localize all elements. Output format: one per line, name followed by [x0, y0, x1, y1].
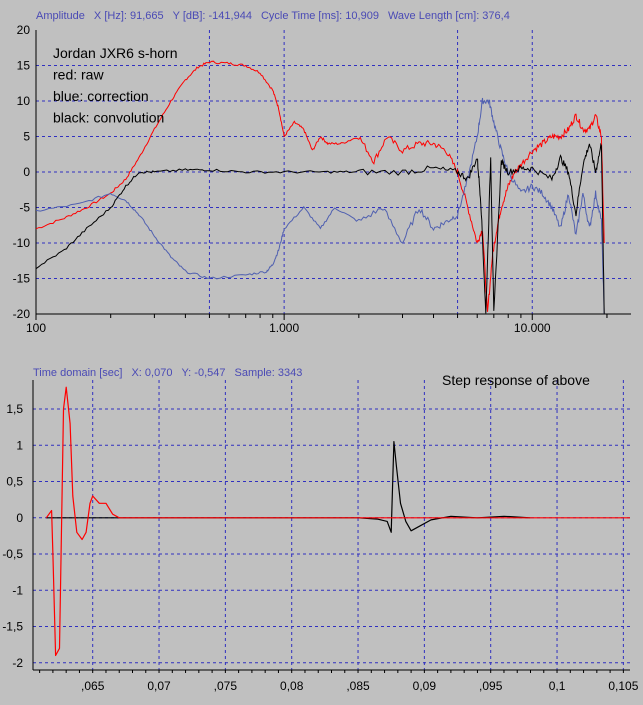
x-tick-label: ,065 — [81, 679, 105, 693]
readout-item: Amplitude — [36, 10, 85, 22]
y-tick-label: 0 — [23, 165, 30, 179]
x-tick-label: 1.000 — [269, 321, 299, 335]
amplitude-readout: Amplitude X [Hz]: 91,665 Y [dB]: -141,944 C… — [36, 10, 510, 22]
step-response-chart-panel: 1,5 1 0,5 0 -0,5 -1 -1,5 -2 ,065 0,07 ,075 0,08 ,085… — [0, 348, 643, 700]
y-tick-label: 0 — [16, 511, 23, 525]
legend-entry: black: convolution — [53, 110, 164, 126]
x-tick-label: 0,105 — [608, 679, 638, 693]
x-tick-label: ,095 — [479, 679, 503, 693]
y-tick-label: -5 — [19, 201, 30, 215]
series-line — [35, 60, 605, 312]
y-tick-label: -1 — [12, 583, 23, 597]
x-tick-label: 100 — [26, 321, 46, 335]
readout-item: Sample: 3343 — [235, 367, 303, 379]
x-tick-label: ,075 — [214, 679, 238, 693]
readout-item: X [Hz]: 91,665 — [94, 10, 164, 22]
y-tick-label: 1,5 — [6, 402, 23, 416]
y-tick-label: 1 — [16, 438, 23, 452]
readout-item: Y [dB]: -141,944 — [173, 10, 252, 22]
y-tick-label: 10 — [17, 94, 31, 108]
time-domain-readout: Time domain [sec] X: 0,070 Y: -0,547 Sample… — [33, 367, 302, 379]
y-tick-label: 5 — [23, 130, 30, 144]
chart-title: Jordan JXR6 s-horn — [53, 45, 178, 61]
y-tick-label: -10 — [13, 236, 31, 250]
series-line — [45, 386, 630, 657]
y-tick-label: 20 — [17, 23, 31, 37]
series-line — [46, 441, 531, 533]
legend-entry: red: raw — [53, 67, 104, 83]
x-tick-label: 0,07 — [147, 679, 171, 693]
y-tick-label: 0,5 — [6, 475, 23, 489]
x-tick-label: 10.000 — [514, 321, 551, 335]
x-tick-label: 0,09 — [413, 679, 437, 693]
y-tick-label: -1,5 — [2, 620, 23, 634]
y-tick-label: 15 — [17, 59, 31, 73]
x-tick-label: ,085 — [346, 679, 370, 693]
x-tick-label: 0,1 — [549, 679, 566, 693]
series-line — [35, 142, 605, 315]
legend-entry: blue: correction — [53, 88, 149, 104]
readout-item: Wave Length [cm]: 376,4 — [388, 10, 510, 22]
readout-item: Time domain [sec] — [33, 367, 122, 379]
x-tick-label: 0,08 — [280, 679, 304, 693]
y-tick-label: -20 — [13, 307, 31, 321]
chart-title: Step response of above — [442, 372, 590, 388]
step-response-chart: 1,5 1 0,5 0 -0,5 -1 -1,5 -2 ,065 0,07 ,075 0,08 ,085… — [2, 367, 638, 693]
y-tick-label: -2 — [12, 656, 23, 670]
y-tick-label: -0,5 — [2, 547, 23, 561]
readout-item: X: 0,070 — [131, 367, 172, 379]
readout-item: Cycle Time [ms]: 10,909 — [261, 10, 379, 22]
readout-item: Y: -0,547 — [181, 367, 225, 379]
amplitude-chart-panel: 20 15 10 5 0 -5 -10 -15 -20 100 1.000 10.000 Amplitu… — [0, 0, 643, 348]
series-line — [35, 97, 605, 315]
y-tick-label: -15 — [13, 272, 31, 286]
